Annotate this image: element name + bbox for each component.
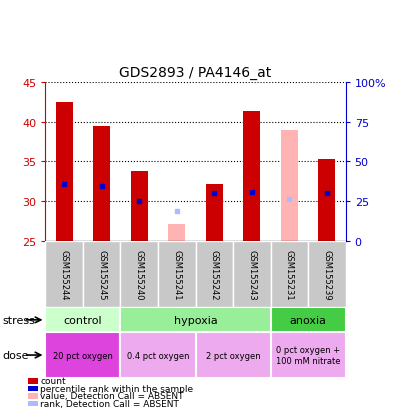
Text: 20 pct oxygen: 20 pct oxygen — [53, 351, 113, 360]
Bar — [168, 225, 185, 242]
Bar — [131, 172, 148, 242]
Text: value, Detection Call = ABSENT: value, Detection Call = ABSENT — [40, 391, 184, 400]
Text: dose: dose — [2, 350, 28, 360]
Text: hypoxia: hypoxia — [174, 315, 217, 325]
Bar — [271, 332, 346, 378]
Text: GSM155245: GSM155245 — [97, 249, 106, 300]
Bar — [318, 160, 335, 242]
Text: GSM155231: GSM155231 — [285, 249, 294, 300]
Bar — [233, 242, 271, 308]
Text: GSM155239: GSM155239 — [322, 249, 331, 300]
Bar — [83, 242, 120, 308]
Bar — [56, 102, 73, 242]
Bar — [93, 126, 110, 242]
Text: GSM155240: GSM155240 — [135, 249, 144, 300]
Text: GSM155243: GSM155243 — [247, 249, 256, 300]
Bar — [45, 308, 120, 332]
Text: rank, Detection Call = ABSENT: rank, Detection Call = ABSENT — [40, 399, 179, 408]
Text: 0 pct oxygen +
100 mM nitrate: 0 pct oxygen + 100 mM nitrate — [276, 346, 340, 365]
Text: GSM155242: GSM155242 — [210, 249, 219, 300]
Bar — [281, 131, 298, 242]
Text: control: control — [64, 315, 102, 325]
Bar — [45, 332, 120, 378]
Bar — [243, 112, 260, 242]
Text: percentile rank within the sample: percentile rank within the sample — [40, 384, 194, 393]
Text: stress: stress — [2, 315, 35, 325]
Title: GDS2893 / PA4146_at: GDS2893 / PA4146_at — [119, 66, 272, 80]
Bar — [308, 242, 346, 308]
Bar — [196, 332, 271, 378]
Text: anoxia: anoxia — [290, 315, 327, 325]
Bar — [271, 242, 308, 308]
Text: 2 pct oxygen: 2 pct oxygen — [206, 351, 260, 360]
Text: GSM155241: GSM155241 — [172, 249, 181, 300]
Bar — [120, 308, 271, 332]
Text: count: count — [40, 376, 66, 385]
Bar — [158, 242, 196, 308]
Bar — [120, 242, 158, 308]
Bar — [271, 308, 346, 332]
Bar — [196, 242, 233, 308]
Bar — [206, 184, 223, 242]
Bar — [120, 332, 196, 378]
Text: 0.4 pct oxygen: 0.4 pct oxygen — [127, 351, 189, 360]
Text: GSM155244: GSM155244 — [60, 249, 69, 300]
Bar — [45, 242, 83, 308]
